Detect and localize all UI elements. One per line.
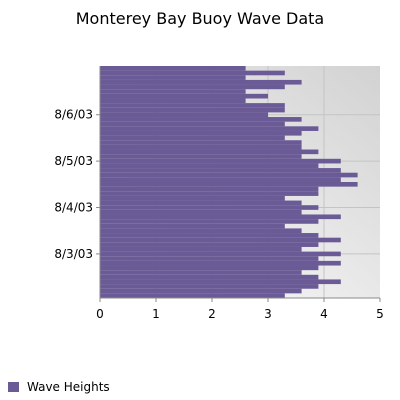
- wave-height-bar: [100, 288, 302, 294]
- legend-label: Wave Heights: [27, 380, 110, 394]
- wave-height-bar: [100, 89, 246, 94]
- chart-title: Monterey Bay Buoy Wave Data: [75, 9, 325, 28]
- wave-height-bar: [100, 177, 341, 182]
- wave-height-bar: [100, 121, 285, 127]
- wave-height-bar: [100, 66, 246, 71]
- wave-height-bar: [100, 209, 302, 215]
- y-tick-label: 8/4/03: [54, 201, 93, 215]
- wave-height-bar: [100, 214, 341, 220]
- wave-height-bar: [100, 70, 285, 76]
- wave-height-bar: [100, 237, 341, 243]
- wave-height-bar: [100, 149, 319, 155]
- wave-height-bar: [100, 200, 302, 206]
- wave-height-bar: [100, 256, 319, 261]
- wave-height-bar: [100, 103, 285, 108]
- legend-swatch: [8, 382, 19, 392]
- axes: 0 1 2 3 4 5 8/3/03 8/4/03 8/5/03 8/6/03: [54, 66, 384, 321]
- y-tick-label: 8/3/03: [54, 247, 93, 261]
- wave-height-bar: [100, 84, 285, 90]
- wave-height-bar: [100, 79, 302, 85]
- wave-height-bar: [100, 265, 319, 271]
- wave-height-bar: [100, 172, 358, 178]
- wave-height-bar: [100, 186, 319, 192]
- y-tick-label: 8/6/03: [54, 108, 93, 122]
- x-tick-label: 3: [264, 307, 272, 321]
- wave-height-bar: [100, 130, 302, 136]
- bars: [100, 66, 358, 298]
- wave-height-bar: [100, 144, 302, 150]
- x-tick-label: 5: [376, 307, 384, 321]
- wave-height-bar: [100, 279, 341, 285]
- x-tick-label: 2: [208, 307, 216, 321]
- wave-height-bar: [100, 112, 268, 118]
- wave-height-bar: [100, 270, 302, 275]
- legend: Wave Heights: [8, 380, 110, 394]
- wave-height-bar: [100, 158, 341, 164]
- wave-height-bar: [100, 168, 341, 173]
- wave-height-bar: [100, 251, 341, 257]
- wave-height-bar: [100, 284, 319, 289]
- wave-height-bar: [100, 242, 319, 247]
- wave-height-bar: [100, 219, 319, 224]
- wave-height-bar: [100, 274, 319, 280]
- wave-height-bar: [100, 154, 302, 159]
- x-tick-label: 0: [96, 307, 104, 321]
- wave-height-bar: [100, 117, 302, 122]
- wave-height-bar: [100, 205, 319, 210]
- wave-height-bar: [100, 182, 358, 187]
- wave-height-bar: [100, 195, 285, 201]
- wave-height-bar: [100, 233, 319, 238]
- wave-height-bar: [100, 260, 341, 266]
- wave-height-bar: [100, 107, 285, 113]
- wave-height-bar: [100, 98, 246, 104]
- y-tick-label: 8/5/03: [54, 154, 93, 168]
- wave-height-bar: [100, 246, 302, 252]
- wave-height-bar: [100, 191, 319, 196]
- x-tick-label: 1: [152, 307, 160, 321]
- wave-height-bar: [100, 126, 319, 131]
- wave-height-bar: [100, 228, 302, 234]
- wave-height-bar: [100, 93, 268, 99]
- wave-height-bar: [100, 163, 319, 169]
- wave-height-bar: [100, 223, 285, 229]
- wave-height-bar: [100, 75, 246, 80]
- wave-height-bar: [100, 140, 302, 145]
- wave-height-bar: [100, 135, 285, 141]
- wave-height-bar: [100, 293, 285, 298]
- x-tick-label: 4: [320, 307, 328, 321]
